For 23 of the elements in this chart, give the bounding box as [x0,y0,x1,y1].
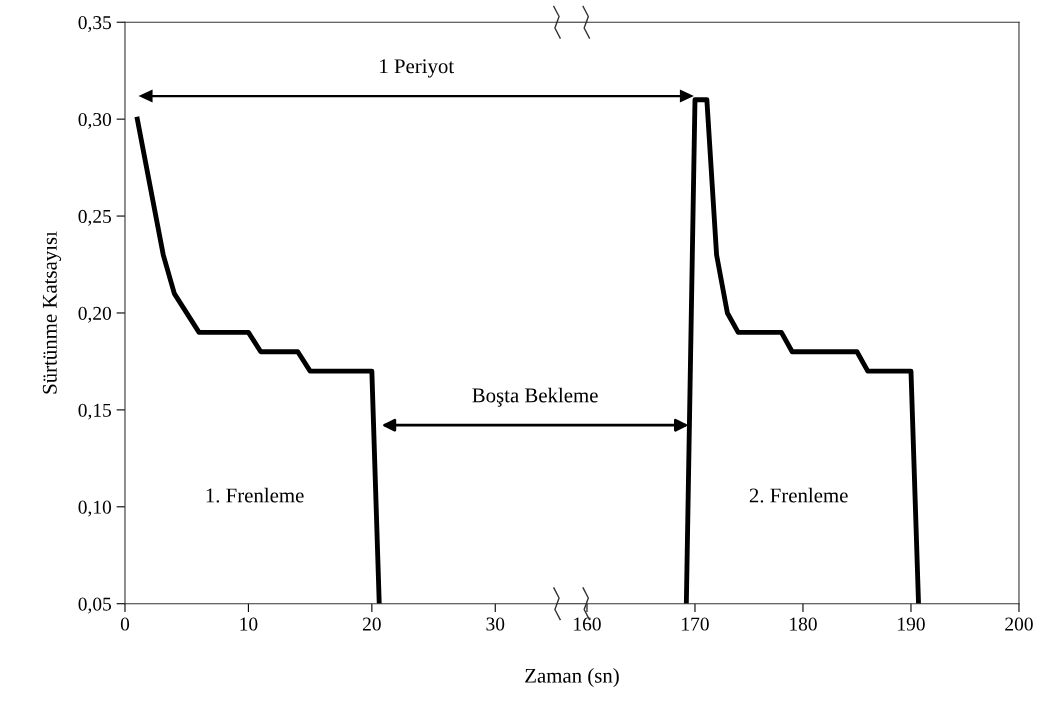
y-tick-label: 0,25 [78,209,112,226]
x-tick-label: 200 [1005,617,1033,631]
line-series [134,116,382,604]
x-tick-label: 160 [574,617,601,631]
x-axis-title: Zaman (sn) [525,668,619,688]
y-tick-label: 0,35 [78,16,112,32]
x-tick-label: 20 [362,617,381,631]
annotation: Boşta Bekleme [472,387,598,407]
x-tick-label: 190 [898,617,925,631]
annotation: 1 Periyot [380,59,455,78]
x-tick-label: 10 [240,617,258,631]
x-tick-label: 0 [120,617,130,631]
y-tick-label: 0,10 [78,500,112,517]
x-tick-label: 30 [486,617,505,631]
x-tick-label: 180 [790,617,817,631]
x-tick-label: 170 [682,617,709,631]
y-tick-label: 0,15 [78,403,112,420]
y-tick-label: 0,20 [78,306,112,323]
y-tick-label: 0,05 [78,597,112,614]
y-tick-label: 0,30 [78,112,112,129]
annotation: 2. Frenleme [749,487,848,503]
y-axis-title: Sürtünme Katsayısı [42,231,62,394]
annotation: 1. Frenleme [206,487,304,503]
